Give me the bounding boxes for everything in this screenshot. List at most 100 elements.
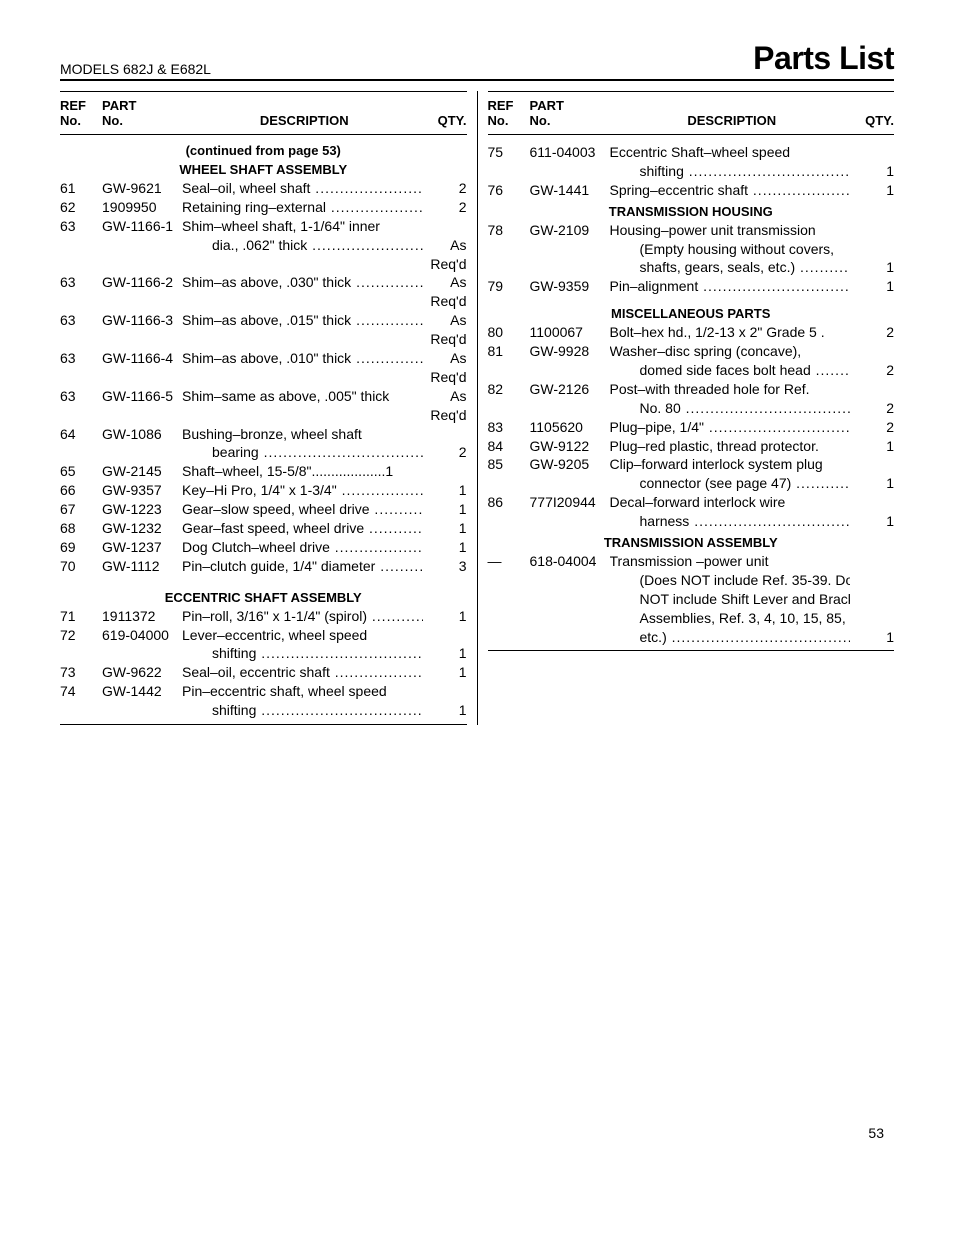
cell-qty: 1 [850,474,894,493]
cell-ref: 85 [488,455,530,474]
cell-qty: 2 [850,418,894,437]
cell-description: Shim–same as above, .005" thick [182,387,423,406]
cell-qty: 1 [850,162,894,181]
cell-part: GW-2145 [102,462,182,481]
cell-qty: 1 [423,500,467,519]
table-row: 86777I20944Decal–forward interlock wire [488,493,895,512]
table-row: 801100067Bolt–hex hd., 1/2-13 x 2" Grade… [488,323,895,342]
cell-qty: 2 [850,323,894,342]
table-row: 82GW-2126Post–with threaded hole for Ref… [488,380,895,399]
page-header: MODELS 682J & E682L Parts List [60,40,894,81]
cell-part: GW-1086 [102,425,182,444]
cell-description: (Empty housing without covers, [610,240,851,259]
cell-part: 1105620 [530,418,610,437]
table-row: 75611-04003Eccentric Shaft–wheel speed [488,143,895,162]
table-row: domed side faces bolt head2 [488,361,895,380]
cell-description: Shaft–wheel, 15-5/8"...................1 [182,462,423,481]
cell-description: Shim–as above, .015" thick [182,311,423,330]
cell-part: 777I20944 [530,493,610,512]
cell-qty: 1 [423,519,467,538]
table-row: 61GW-9621Seal–oil, wheel shaft2 [60,179,467,198]
cell-description: Lever–eccentric, wheel speed [182,626,423,645]
table-row: (Does NOT include Ref. 35-39. Does [488,571,895,590]
th-desc: DESCRIPTION [260,113,349,128]
cell-part: GW-9359 [530,277,610,296]
cell-ref: 83 [488,418,530,437]
cell-qty: 1 [423,481,467,500]
cell-ref: — [488,552,530,571]
cell-ref: 63 [60,311,102,330]
cell-description: Shim–as above, .010" thick [182,349,423,368]
cell-qty: As [423,349,467,368]
table-row: 64GW-1086Bushing–bronze, wheel shaft [60,425,467,444]
left-column: REFNo. PARTNo. DESCRIPTION QTY. (continu… [60,91,478,725]
table-row: shafts, gears, seals, etc.)1 [488,258,895,277]
continued-note: (continued from page 53) [60,143,467,158]
cell-ref: 86 [488,493,530,512]
table-row: Req'd [60,406,467,425]
cell-part: 619-04000 [102,626,182,645]
cell-part: GW-9621 [102,179,182,198]
cell-description: NOT include Shift Lever and Bracket [610,590,851,609]
cell-description: Plug–pipe, 1/4" [610,418,851,437]
cell-part: GW-1237 [102,538,182,557]
table-row: 69GW-1237Dog Clutch–wheel drive1 [60,538,467,557]
cell-qty: As [423,311,467,330]
th-part-sub: No. [102,113,182,128]
cell-ref: 70 [60,557,102,576]
cell-part: GW-2126 [530,380,610,399]
cell-qty: 1 [423,663,467,682]
table-row: 621909950Retaining ring–external2 [60,198,467,217]
table-row: (Empty housing without covers, [488,240,895,259]
cell-description: Dog Clutch–wheel drive [182,538,423,557]
cell-ref: 69 [60,538,102,557]
cell-ref: 66 [60,481,102,500]
right-column: REFNo. PARTNo. DESCRIPTION QTY. 75611-04… [478,91,895,725]
table-row: 84GW-9122Plug–red plastic, thread protec… [488,437,895,456]
table-row: 67GW-1223Gear–slow speed, wheel drive1 [60,500,467,519]
cell-part: GW-9122 [530,437,610,456]
table-header-left: REFNo. PARTNo. DESCRIPTION QTY. [60,91,467,135]
left-body: (continued from page 53) WHEEL SHAFT ASS… [60,135,467,725]
cell-qty: 1 [423,701,467,720]
table-row: 63GW-1166-4Shim–as above, .010" thickAs [60,349,467,368]
cell-ref: 63 [60,387,102,406]
table-row: 831105620Plug–pipe, 1/4"2 [488,418,895,437]
cell-description: Seal–oil, eccentric shaft [182,663,423,682]
cell-qty: 1 [850,512,894,531]
cell-description: Seal–oil, wheel shaft [182,179,423,198]
table-row: No. 802 [488,399,895,418]
cell-description: Washer–disc spring (concave), [610,342,851,361]
table-row: connector (see page 47)1 [488,474,895,493]
cell-description: shifting [182,644,423,663]
table-row: 85GW-9205Clip–forward interlock system p… [488,455,895,474]
table-row: 66GW-9357Key–Hi Pro, 1/4" x 1-3/4"1 [60,481,467,500]
cell-description: shifting [610,162,851,181]
cell-description: Decal–forward interlock wire [610,493,851,512]
table-row: Req'd [60,255,467,274]
cell-description: Shim–wheel shaft, 1-1/64" inner [182,217,423,236]
table-row: 65GW-2145Shaft–wheel, 15-5/8"...........… [60,462,467,481]
cell-description: Shim–as above, .030" thick [182,273,423,292]
cell-description: No. 80 [610,399,851,418]
cell-part: 1909950 [102,198,182,217]
cell-qty: Req'd [423,292,467,311]
cell-description: connector (see page 47) [610,474,851,493]
cell-qty: Req'd [423,406,467,425]
cell-part: 611-04003 [530,143,610,162]
cell-part: 1911372 [102,607,182,626]
table-row: Req'd [60,330,467,349]
cell-qty: As [423,236,467,255]
cell-ref: 75 [488,143,530,162]
cell-ref: 82 [488,380,530,399]
cell-ref: 74 [60,682,102,701]
cell-part: GW-1166-1 [102,217,182,236]
table-row: 68GW-1232Gear–fast speed, wheel drive1 [60,519,467,538]
section-transmission-housing: TRANSMISSION HOUSING [488,204,895,219]
cell-description: shafts, gears, seals, etc.) [610,258,851,277]
table-row: 63GW-1166-1Shim–wheel shaft, 1-1/64" inn… [60,217,467,236]
cell-ref: 72 [60,626,102,645]
cell-part: GW-9928 [530,342,610,361]
cell-ref: 78 [488,221,530,240]
cell-part: 1100067 [530,323,610,342]
